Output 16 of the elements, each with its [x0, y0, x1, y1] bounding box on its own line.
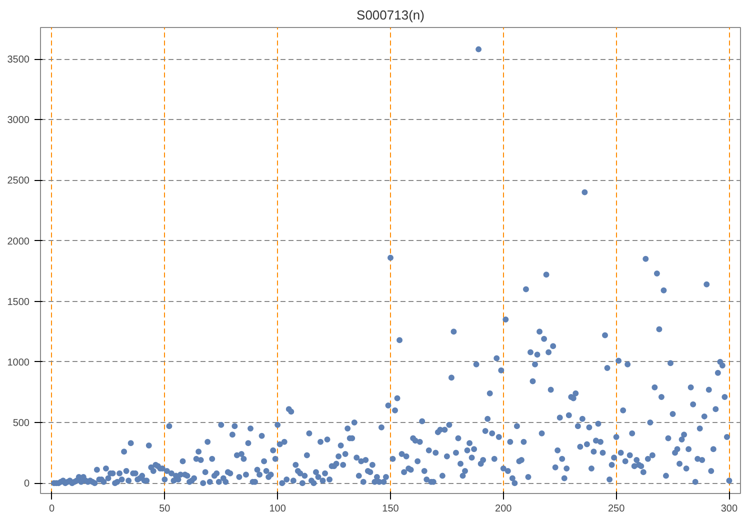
y-tick-label: 1000 — [7, 357, 30, 368]
y-tick-label: 0 — [24, 478, 30, 490]
x-tick-label: 150 — [382, 504, 400, 514]
y-tick-label: 500 — [12, 418, 30, 429]
x-tick-label: 50 — [159, 504, 171, 514]
x-tick-label: 300 — [720, 504, 738, 514]
y-tick-label: 3000 — [7, 115, 30, 126]
x-tick-label: 0 — [49, 504, 56, 514]
x-tick-label: 100 — [269, 504, 286, 514]
chart-title: S000713(n) — [356, 8, 424, 22]
y-tick-label: 2500 — [7, 176, 30, 187]
x-tick-label: 250 — [608, 504, 626, 514]
y-tick-label: 2000 — [7, 236, 30, 248]
x-tick-label: 200 — [495, 504, 512, 514]
y-tick-label: 3500 — [7, 54, 30, 66]
y-tick-label: 1500 — [7, 296, 30, 308]
